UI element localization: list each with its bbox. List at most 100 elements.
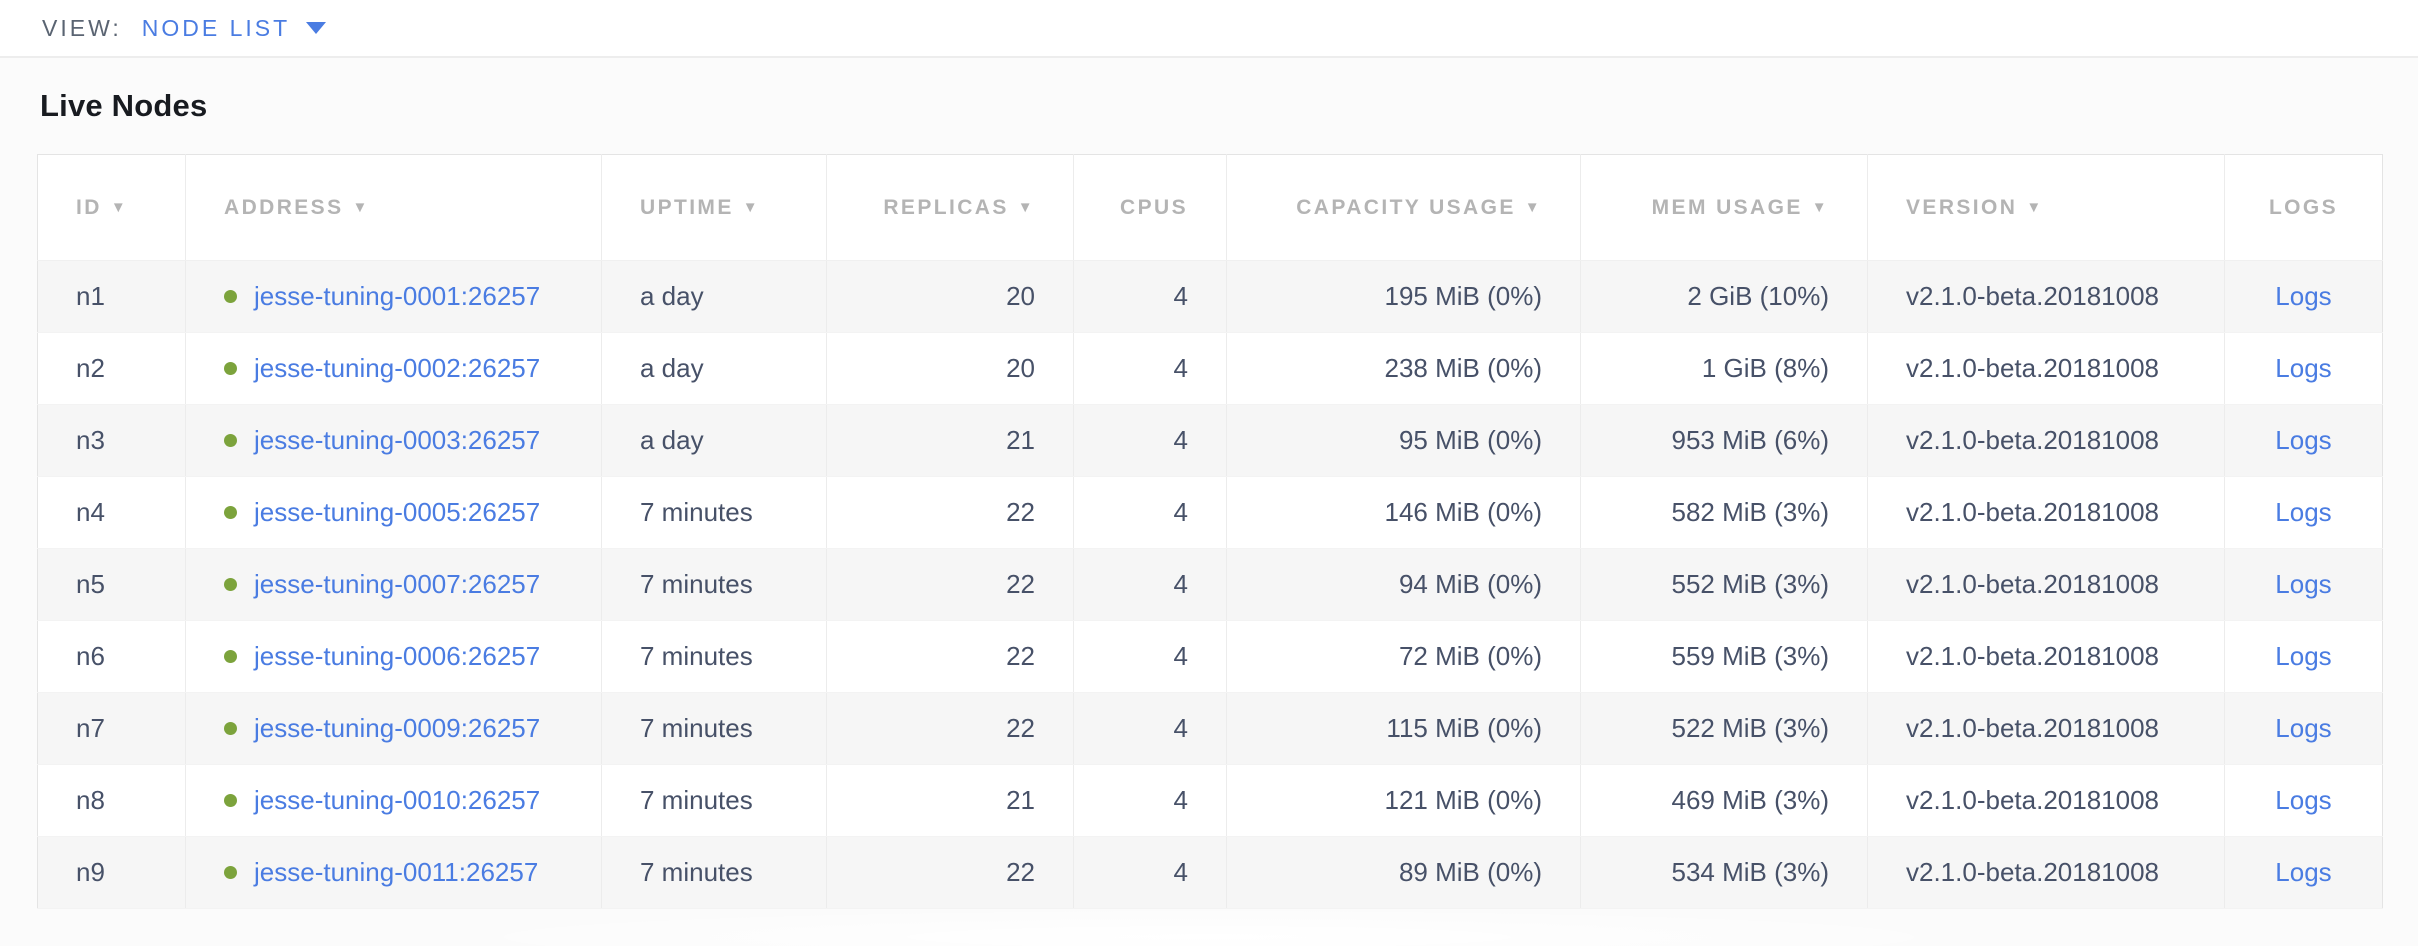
column-header-logs[interactable]: LOGS [2224, 154, 2383, 261]
node-address-link[interactable]: jesse-tuning-0007:26257 [254, 569, 541, 599]
live-status-icon [224, 506, 237, 519]
cpus-cell: 4 [1073, 692, 1227, 765]
logs-link[interactable]: Logs [2275, 281, 2332, 311]
column-header-address[interactable]: ADDRESS ▼ [185, 154, 602, 261]
capacity-usage-cell: 72 MiB (0%) [1226, 620, 1581, 693]
logs-cell: Logs [2224, 476, 2383, 549]
replicas-cell: 22 [826, 620, 1074, 693]
uptime-cell: 7 minutes [601, 692, 827, 765]
version-cell: v2.1.0-beta.20181008 [1867, 260, 2225, 333]
node-id-cell: n7 [37, 692, 186, 765]
column-header-label: CPUS [1120, 195, 1188, 219]
sort-arrow-icon: ▼ [1524, 198, 1542, 216]
column-header-capacity-usage[interactable]: CAPACITY USAGE ▼ [1226, 154, 1581, 261]
sort-arrow-icon: ▼ [352, 198, 370, 216]
mem-usage-cell: 469 MiB (3%) [1580, 764, 1868, 837]
table-row: n2 jesse-tuning-0002:26257 a day 20 4 23… [37, 332, 2383, 405]
uptime-cell: 7 minutes [601, 764, 827, 837]
node-id-cell: n8 [37, 764, 186, 837]
logs-cell: Logs [2224, 332, 2383, 405]
logs-link[interactable]: Logs [2275, 857, 2332, 887]
node-address-link[interactable]: jesse-tuning-0011:26257 [254, 857, 539, 887]
version-cell: v2.1.0-beta.20181008 [1867, 332, 2225, 405]
node-address-cell: jesse-tuning-0001:26257 [185, 260, 602, 333]
node-address-cell: jesse-tuning-0011:26257 [185, 836, 602, 909]
column-header-mem-usage[interactable]: MEM USAGE ▼ [1580, 154, 1868, 261]
column-header-label: MEM USAGE [1651, 195, 1803, 219]
node-list-table: ID ▼ ADDRESS ▼ UPTIME ▼ REPLICAS ▼ CPUS CAPA… [37, 154, 2383, 909]
column-header-label: LOGS [2268, 195, 2339, 219]
live-status-icon [224, 722, 237, 735]
node-id-cell: n4 [37, 476, 186, 549]
capacity-usage-cell: 121 MiB (0%) [1226, 764, 1581, 837]
table-row: n7 jesse-tuning-0009:26257 7 minutes 22 … [37, 692, 2383, 765]
uptime-cell: 7 minutes [601, 836, 827, 909]
logs-link[interactable]: Logs [2275, 425, 2332, 455]
table-row: n4 jesse-tuning-0005:26257 7 minutes 22 … [37, 476, 2383, 549]
uptime-cell: a day [601, 332, 827, 405]
node-list-table-container: ID ▼ ADDRESS ▼ UPTIME ▼ REPLICAS ▼ CPUS CAPA… [37, 154, 2418, 909]
column-header-replicas[interactable]: REPLICAS ▼ [826, 154, 1074, 261]
column-header-label: ID [76, 195, 102, 219]
node-address-cell: jesse-tuning-0006:26257 [185, 620, 602, 693]
table-row: n1 jesse-tuning-0001:26257 a day 20 4 19… [37, 260, 2383, 333]
capacity-usage-cell: 89 MiB (0%) [1226, 836, 1581, 909]
uptime-cell: 7 minutes [601, 476, 827, 549]
page-title: Live Nodes [40, 88, 208, 123]
version-cell: v2.1.0-beta.20181008 [1867, 692, 2225, 765]
node-address-link[interactable]: jesse-tuning-0002:26257 [254, 353, 541, 383]
live-status-icon [224, 578, 237, 591]
column-header-label: REPLICAS [883, 195, 1009, 219]
column-header-version[interactable]: VERSION ▼ [1867, 154, 2225, 261]
version-cell: v2.1.0-beta.20181008 [1867, 548, 2225, 621]
node-address-link[interactable]: jesse-tuning-0010:26257 [254, 785, 541, 815]
column-header-uptime[interactable]: UPTIME ▼ [601, 154, 827, 261]
node-address-cell: jesse-tuning-0007:26257 [185, 548, 602, 621]
version-cell: v2.1.0-beta.20181008 [1867, 476, 2225, 549]
live-status-icon [224, 362, 237, 375]
table-row: n5 jesse-tuning-0007:26257 7 minutes 22 … [37, 548, 2383, 621]
node-address-link[interactable]: jesse-tuning-0003:26257 [254, 425, 541, 455]
node-address-link[interactable]: jesse-tuning-0005:26257 [254, 497, 541, 527]
logs-link[interactable]: Logs [2275, 785, 2332, 815]
node-address-cell: jesse-tuning-0010:26257 [185, 764, 602, 837]
logs-link[interactable]: Logs [2275, 569, 2332, 599]
replicas-cell: 21 [826, 404, 1074, 477]
table-row: n6 jesse-tuning-0006:26257 7 minutes 22 … [37, 620, 2383, 693]
table-row: n9 jesse-tuning-0011:26257 7 minutes 22 … [37, 836, 2383, 909]
node-address-link[interactable]: jesse-tuning-0009:26257 [254, 713, 541, 743]
cpus-cell: 4 [1073, 548, 1227, 621]
view-selector-bar: VIEW: NODE LIST [0, 0, 2418, 58]
logs-link[interactable]: Logs [2275, 497, 2332, 527]
mem-usage-cell: 552 MiB (3%) [1580, 548, 1868, 621]
version-cell: v2.1.0-beta.20181008 [1867, 620, 2225, 693]
chevron-down-icon [306, 22, 327, 34]
mem-usage-cell: 953 MiB (6%) [1580, 404, 1868, 477]
uptime-cell: 7 minutes [601, 620, 827, 693]
uptime-cell: a day [601, 260, 827, 333]
logs-cell: Logs [2224, 764, 2383, 837]
table-row: n3 jesse-tuning-0003:26257 a day 21 4 95… [37, 404, 2383, 477]
logs-link[interactable]: Logs [2275, 641, 2332, 671]
replicas-cell: 22 [826, 476, 1074, 549]
node-address-cell: jesse-tuning-0003:26257 [185, 404, 602, 477]
replicas-cell: 22 [826, 836, 1074, 909]
column-header-label: VERSION [1906, 195, 2018, 219]
mem-usage-cell: 534 MiB (3%) [1580, 836, 1868, 909]
cpus-cell: 4 [1073, 404, 1227, 477]
cpus-cell: 4 [1073, 260, 1227, 333]
page-bottom-glow [449, 909, 1969, 946]
mem-usage-cell: 582 MiB (3%) [1580, 476, 1868, 549]
column-header-cpus[interactable]: CPUS [1073, 154, 1227, 261]
version-cell: v2.1.0-beta.20181008 [1867, 836, 2225, 909]
column-header-id[interactable]: ID ▼ [37, 154, 186, 261]
node-address-link[interactable]: jesse-tuning-0006:26257 [254, 641, 541, 671]
sort-arrow-icon: ▼ [110, 198, 129, 216]
logs-link[interactable]: Logs [2275, 353, 2332, 383]
mem-usage-cell: 559 MiB (3%) [1580, 620, 1868, 693]
logs-link[interactable]: Logs [2275, 713, 2332, 743]
node-address-link[interactable]: jesse-tuning-0001:26257 [254, 281, 541, 311]
view-dropdown[interactable]: NODE LIST [142, 15, 327, 42]
node-id-cell: n1 [37, 260, 186, 333]
logs-cell: Logs [2224, 548, 2383, 621]
